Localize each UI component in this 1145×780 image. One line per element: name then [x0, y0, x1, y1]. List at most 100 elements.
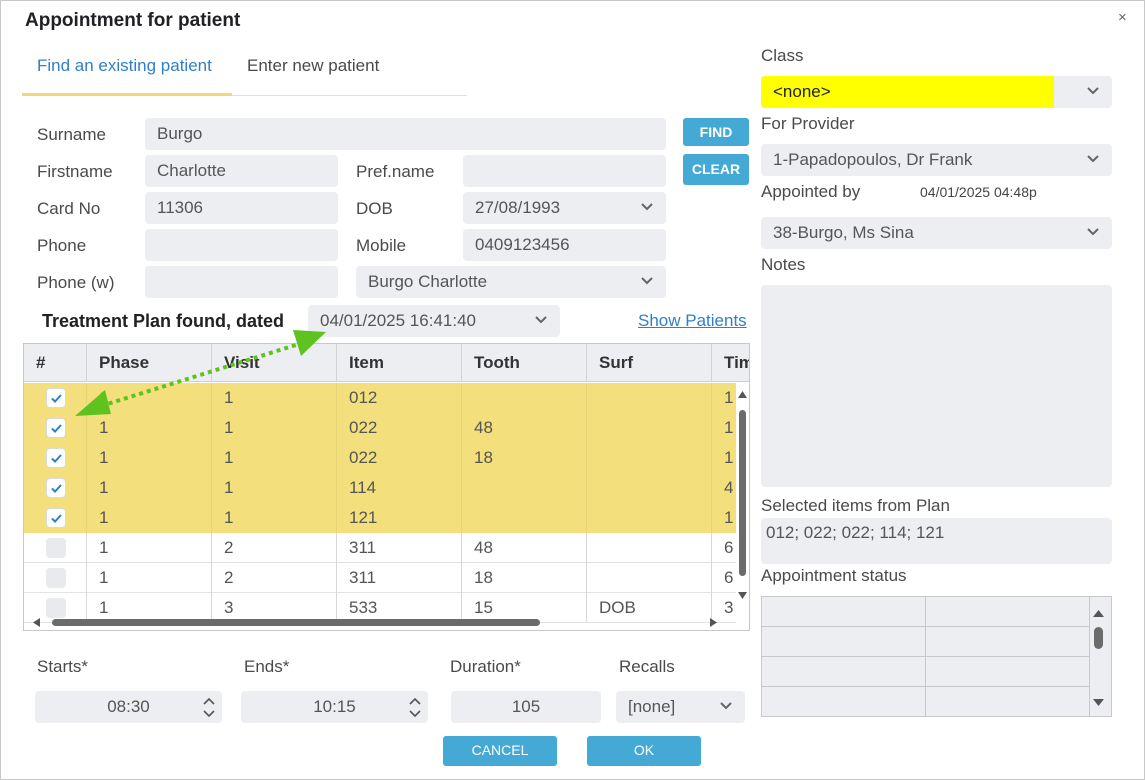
cell-tooth: 48: [462, 533, 587, 563]
notes-textarea[interactable]: [761, 285, 1112, 487]
tab-find-existing[interactable]: Find an existing patient: [37, 56, 212, 75]
status-cell: [762, 627, 926, 657]
cell-tim: 1: [724, 418, 734, 437]
cardno-field[interactable]: 11306: [145, 192, 338, 224]
duration-label: Duration*: [450, 657, 521, 676]
recalls-select[interactable]: [none]: [616, 691, 745, 723]
prefname-field[interactable]: [463, 155, 666, 187]
cell-item: 121: [337, 503, 462, 533]
table-row[interactable]: 1 1 022 48 1: [24, 413, 736, 443]
cell-item: 012: [337, 383, 462, 413]
clear-button[interactable]: CLEAR: [683, 154, 749, 185]
table-row[interactable]: 1 1 022 18 1: [24, 443, 736, 473]
cell-item: 311: [337, 533, 462, 563]
checkbox-checked[interactable]: [46, 418, 66, 438]
dotted-double-arrow-annotation: [75, 330, 326, 416]
chevron-down-icon: [640, 198, 654, 212]
class-select[interactable]: <none>: [761, 76, 1112, 108]
surname-label: Surname: [37, 125, 106, 144]
table-row[interactable]: 1 1 121 1: [24, 503, 736, 533]
cell-item: 311: [337, 563, 462, 593]
checkbox-unchecked[interactable]: [46, 538, 66, 558]
phonew-label: Phone (w): [37, 273, 115, 292]
status-cell: [762, 687, 926, 716]
cell-surf: [587, 503, 712, 533]
phone-field[interactable]: [145, 229, 338, 261]
checkbox-checked[interactable]: [46, 478, 66, 498]
checkbox-checked[interactable]: [46, 508, 66, 528]
surname-field[interactable]: Burgo: [145, 118, 666, 150]
cell-visit: 1: [212, 443, 337, 473]
phonew-field[interactable]: [145, 266, 338, 298]
col-header-time[interactable]: Tim: [724, 353, 749, 372]
cell-surf: [587, 473, 712, 503]
cell-tooth: 18: [462, 443, 587, 473]
selected-items-field: 012; 022; 022; 114; 121: [761, 518, 1112, 564]
ends-label: Ends*: [244, 657, 290, 676]
grid-horizontal-scrollbar[interactable]: [24, 615, 749, 630]
tab-divider: [232, 95, 467, 96]
spin-updown-icon[interactable]: [408, 694, 422, 720]
cell-tooth: 15: [462, 593, 587, 623]
firstname-field[interactable]: Charlotte: [145, 155, 338, 187]
col-header-phase[interactable]: Phase: [87, 344, 212, 382]
cell-tim: 1: [724, 508, 734, 527]
find-button[interactable]: FIND: [683, 118, 749, 146]
check-icon: [51, 424, 62, 433]
provider-select[interactable]: 1-Papadopoulos, Dr Frank: [761, 144, 1112, 176]
checkbox-checked[interactable]: [46, 448, 66, 468]
cell-visit: 1: [212, 383, 337, 413]
col-header-item[interactable]: Item: [337, 344, 462, 382]
prefname-label: Pref.name: [356, 162, 435, 181]
ends-spinner[interactable]: 10:15: [241, 691, 428, 723]
col-header-tooth[interactable]: Tooth: [462, 344, 587, 382]
cell-visit: 1: [212, 413, 337, 443]
appointment-status-grid[interactable]: [761, 596, 1112, 717]
recalls-label: Recalls: [619, 657, 675, 676]
cell-phase: 1: [87, 563, 212, 593]
treatment-plan-date-select[interactable]: 04/01/2025 16:41:40: [308, 305, 560, 337]
recalls-value: [none]: [628, 697, 676, 716]
row-checkbox-cell: [24, 593, 87, 623]
checkbox-unchecked[interactable]: [46, 568, 66, 588]
cell-item: 022: [337, 413, 462, 443]
dob-label: DOB: [356, 199, 393, 218]
cell-tim: 1: [724, 388, 734, 407]
starts-spinner[interactable]: 08:30: [35, 691, 222, 723]
status-scrollbar[interactable]: [1091, 601, 1106, 713]
patient-select[interactable]: Burgo Charlotte: [356, 266, 666, 298]
cancel-button[interactable]: CANCEL: [443, 736, 557, 766]
table-row[interactable]: 1 2 311 18 6: [24, 563, 736, 593]
grid-vertical-scrollbar[interactable]: [736, 384, 749, 604]
table-row[interactable]: 1 1 114 4: [24, 473, 736, 503]
notes-label: Notes: [761, 255, 806, 274]
spin-updown-icon[interactable]: [202, 694, 216, 720]
row-checkbox-cell: [24, 473, 87, 503]
chevron-down-icon: [1086, 150, 1100, 164]
patient-select-value: Burgo Charlotte: [368, 272, 488, 291]
row-checkbox-cell: [24, 533, 87, 563]
chevron-down-icon: [1086, 82, 1100, 96]
table-row[interactable]: 1 2 311 48 6: [24, 533, 736, 563]
checkbox-checked[interactable]: [46, 388, 66, 408]
mobile-field[interactable]: 0409123456: [463, 229, 666, 261]
cardno-label: Card No: [37, 199, 101, 218]
dialog-title: Appointment for patient: [25, 10, 241, 31]
table-row[interactable]: 110121: [24, 383, 736, 413]
col-header-surf[interactable]: Surf: [587, 344, 712, 382]
status-cell: [762, 657, 926, 687]
cell-phase: 1: [87, 503, 212, 533]
row-checkbox-cell: [24, 443, 87, 473]
col-header-num[interactable]: #: [24, 344, 87, 382]
close-icon[interactable]: ×: [1118, 9, 1127, 26]
show-patients-link[interactable]: Show Patients: [638, 311, 747, 330]
checkbox-unchecked[interactable]: [46, 598, 66, 618]
cell-item: 533: [337, 593, 462, 623]
active-tab-indicator: [22, 93, 232, 96]
starts-value: 08:30: [107, 697, 150, 716]
tab-enter-new[interactable]: Enter new patient: [247, 56, 380, 75]
appointed-by-select[interactable]: 38-Burgo, Ms Sina: [761, 217, 1112, 249]
ok-button[interactable]: OK: [587, 736, 701, 766]
duration-field[interactable]: 105: [451, 691, 601, 723]
dob-select[interactable]: 27/08/1993: [463, 192, 666, 224]
